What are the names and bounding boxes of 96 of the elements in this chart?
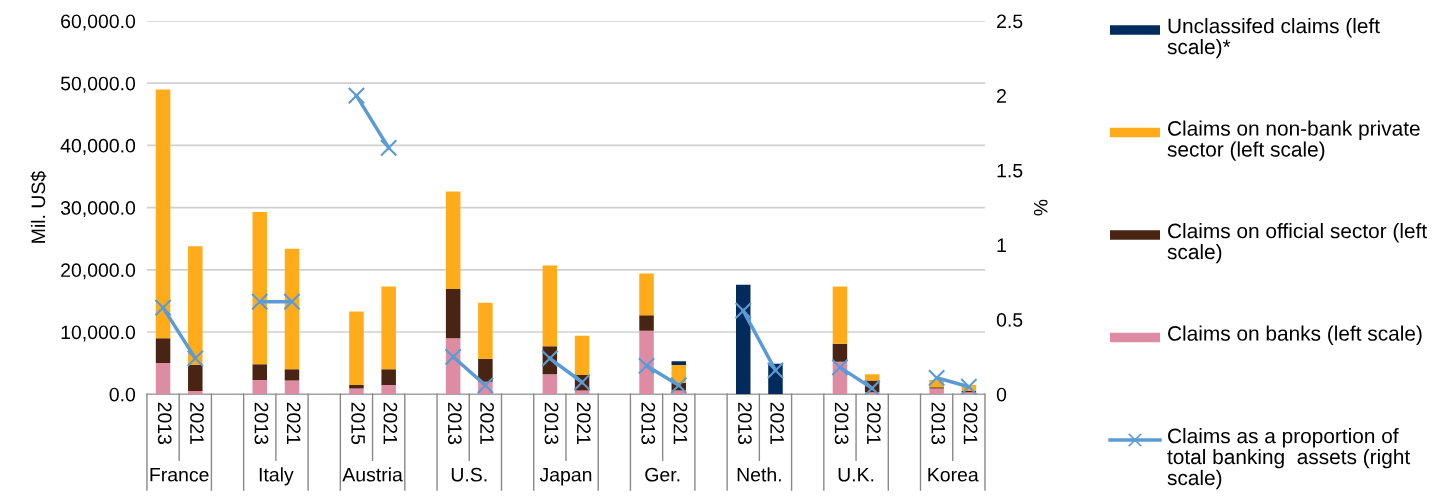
x-tick-label: 2013 (254, 402, 269, 445)
bar (478, 358, 493, 382)
bar (832, 286, 848, 344)
text: Italy (259, 467, 294, 486)
x-tick-label: 2021 (286, 402, 301, 444)
bar (155, 363, 171, 395)
bar (832, 343, 848, 362)
point (960, 378, 978, 395)
x-tick-label: 2021 (866, 402, 881, 444)
text: Ger. (645, 467, 680, 482)
bar (574, 335, 590, 375)
text: U.S. (451, 467, 487, 482)
y-axis-title: Mil. US$ (30, 171, 47, 243)
bar (478, 302, 493, 359)
y-tick-label: 30,000.0 (60, 201, 136, 218)
bar (639, 273, 654, 316)
bar (155, 338, 171, 364)
bar (349, 384, 364, 389)
y2-tick-label: 0 (996, 387, 1007, 402)
bar (252, 364, 268, 380)
bar (671, 361, 687, 365)
bar (284, 248, 300, 370)
legend-label: Claims as a proportion of total banking assets (right scale) (1167, 428, 1411, 490)
x-tick-label: 2021 (383, 402, 398, 444)
bar (445, 289, 461, 339)
point (347, 86, 366, 105)
point (380, 139, 398, 157)
bar (542, 265, 558, 347)
text: U.K. (838, 467, 874, 482)
bar (574, 390, 590, 395)
bar (864, 374, 880, 381)
bar (284, 380, 300, 395)
legend-label: Claims on official sector (left scale) (1167, 223, 1427, 264)
y2-tick-label: 2 (997, 89, 1006, 103)
x-tick-label: 2013 (157, 402, 172, 445)
x-tick-label: 2021 (190, 402, 204, 444)
text: Neth. (737, 467, 781, 482)
x-tick-label: 2021 (963, 402, 978, 444)
bar (929, 388, 944, 395)
legend-label: Claims on banks (left scale) (1168, 325, 1422, 345)
x-tick-label: 2013 (931, 402, 946, 445)
bar (155, 89, 171, 339)
text: Japan (539, 467, 592, 486)
bar (349, 388, 364, 395)
text: France (150, 467, 209, 482)
x-tick-label: 2013 (544, 402, 559, 445)
y-tick-label: 10,000.0 (61, 325, 136, 342)
y2-tick-label: 2.5 (997, 14, 1023, 29)
x-tick-label: 2013 (447, 402, 462, 445)
y-tick-label: 40,000.0 (60, 138, 136, 155)
point (927, 369, 946, 387)
legend-label: Unclassifed claims (left scale)* (1167, 18, 1380, 59)
x-tick-label: 2021 (480, 402, 494, 444)
point (734, 301, 752, 320)
x-tick-label: 2021 (576, 402, 591, 444)
bar (188, 391, 203, 395)
x-tick-label: 2013 (641, 402, 656, 445)
bar (252, 379, 268, 395)
point (251, 292, 269, 311)
y2-tick-label: 1 (997, 238, 1006, 252)
bar (445, 191, 461, 290)
y2-tick-label: 0.5 (996, 313, 1023, 327)
y-tick-label: 50,000.0 (60, 76, 136, 93)
bar (284, 369, 300, 381)
y-tick-label: 0.0 (109, 387, 136, 402)
point (154, 298, 172, 317)
bar (381, 286, 396, 370)
bar (252, 211, 268, 365)
y2-axis-title: % (1033, 199, 1048, 216)
bar (639, 315, 654, 331)
y2-tick-label: 1.5 (997, 163, 1023, 178)
point (476, 376, 495, 394)
text: Austria (342, 467, 403, 482)
point (831, 358, 849, 377)
y-tick-label: 20,000.0 (61, 263, 136, 280)
y-tick-label: 60,000.0 (61, 14, 136, 31)
point (283, 292, 301, 311)
point (766, 361, 785, 379)
bar (381, 384, 396, 395)
legend-label: Claims on non-bank private sector (left scale) (1167, 120, 1420, 161)
x-tick-label: 2013 (834, 402, 849, 445)
bar (542, 374, 558, 395)
point (186, 349, 204, 368)
point (541, 349, 559, 368)
x-tick-label: 2013 (738, 402, 752, 445)
point (444, 348, 462, 366)
bar (188, 246, 203, 365)
point (670, 376, 688, 394)
point (637, 357, 656, 375)
bar (381, 369, 396, 385)
x-tick-label: 2015 (351, 402, 365, 445)
bar (349, 311, 364, 385)
text: Korea (928, 467, 979, 482)
x-tick-label: 2021 (770, 402, 785, 444)
bar (188, 364, 203, 392)
x-tick-label: 2021 (673, 402, 688, 444)
